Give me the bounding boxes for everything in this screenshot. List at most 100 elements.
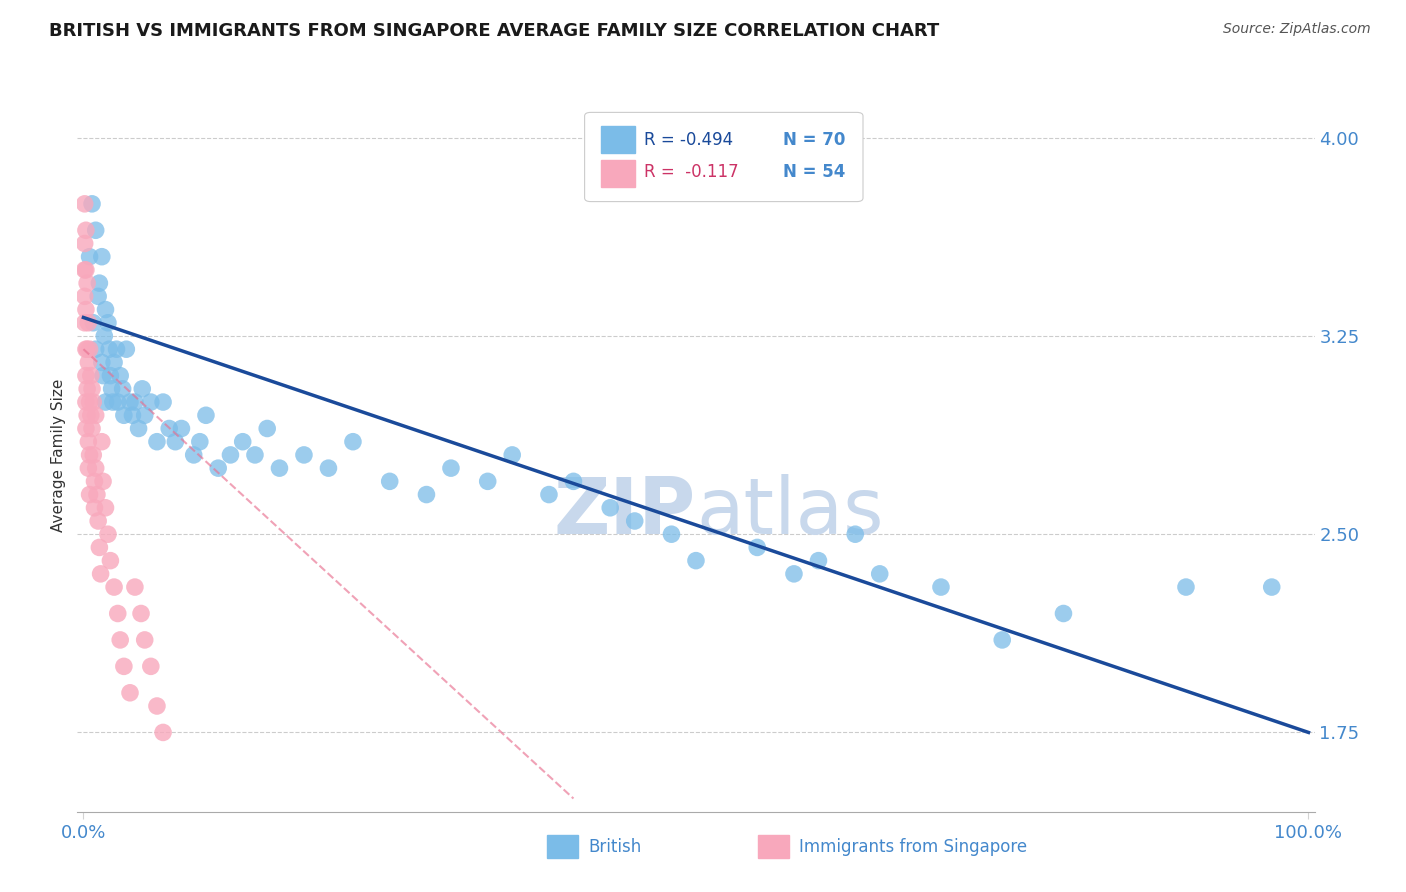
Point (89, 276, 111, 290)
Point (108, 632, 131, 647)
Point (84, 342, 107, 356)
Point (783, 566, 806, 581)
Point (118, 395, 141, 409)
Point (91, 368, 114, 383)
Point (90, 566, 112, 581)
Point (75, 395, 97, 409)
Point (76, 342, 98, 356)
Point (105, 342, 128, 356)
Point (79, 448, 101, 462)
Point (73, 263, 96, 277)
Point (929, 580, 952, 594)
Point (100, 368, 122, 383)
Point (661, 527, 683, 541)
Point (157, 421, 180, 435)
Point (98, 342, 121, 356)
Point (79, 395, 101, 409)
Point (103, 355, 125, 369)
Point (477, 475, 499, 489)
Text: R = -0.494: R = -0.494 (644, 130, 733, 148)
Point (73, 316, 96, 330)
Point (232, 434, 254, 449)
Point (73, 197, 96, 211)
Point (84, 223, 107, 237)
Point (134, 632, 156, 647)
Bar (600, 161, 636, 187)
Point (94, 395, 117, 409)
Point (243, 448, 266, 462)
Point (152, 395, 174, 409)
Point (77, 434, 100, 449)
Point (90, 434, 112, 449)
Point (76, 409, 98, 423)
Point (87, 289, 110, 303)
Point (115, 342, 138, 356)
Point (139, 659, 162, 673)
Point (685, 554, 707, 568)
Point (107, 607, 129, 621)
Point (807, 554, 830, 568)
Point (599, 500, 621, 515)
Point (75, 342, 97, 356)
Point (152, 725, 174, 739)
Bar (758, 835, 789, 858)
Text: British: British (588, 838, 641, 855)
Point (1175, 580, 1198, 594)
Point (75, 368, 97, 383)
Point (121, 409, 143, 423)
Point (77, 461, 100, 475)
Point (97, 316, 120, 330)
Point (747, 541, 769, 555)
Point (100, 382, 122, 396)
Bar (600, 126, 636, 153)
Point (91, 475, 114, 489)
Point (107, 395, 129, 409)
Point (76, 382, 98, 396)
FancyBboxPatch shape (585, 112, 863, 202)
Point (112, 659, 135, 673)
Point (101, 395, 124, 409)
Point (207, 461, 229, 475)
Point (87, 514, 110, 528)
Point (269, 461, 291, 475)
Point (124, 395, 146, 409)
Point (111, 382, 134, 396)
Point (75, 263, 97, 277)
Point (318, 461, 340, 475)
Point (83, 475, 105, 489)
Point (75, 302, 97, 317)
Text: BRITISH VS IMMIGRANTS FROM SINGAPORE AVERAGE FAMILY SIZE CORRELATION CHART: BRITISH VS IMMIGRANTS FROM SINGAPORE AVE… (49, 22, 939, 40)
Point (537, 487, 560, 501)
Point (89, 541, 111, 555)
Text: R =  -0.117: R = -0.117 (644, 162, 738, 180)
Point (501, 448, 523, 462)
Point (80, 382, 103, 396)
Point (80, 409, 103, 423)
Point (79, 487, 101, 501)
Point (80, 368, 103, 383)
Bar (547, 835, 578, 858)
Point (84, 461, 107, 475)
Point (139, 395, 162, 409)
Point (94, 500, 117, 515)
Point (219, 448, 242, 462)
Point (93, 329, 115, 343)
Point (118, 686, 141, 700)
Point (80, 197, 103, 211)
Point (103, 580, 125, 594)
Point (90, 250, 112, 264)
Point (108, 368, 131, 383)
Point (146, 434, 169, 449)
Point (440, 461, 463, 475)
Point (97, 527, 120, 541)
Point (124, 580, 146, 594)
Point (82, 448, 104, 462)
Point (869, 566, 891, 581)
Point (129, 607, 152, 621)
Text: Immigrants from Singapore: Immigrants from Singapore (799, 838, 1026, 855)
Point (79, 250, 101, 264)
Point (80, 421, 103, 435)
Point (991, 632, 1014, 647)
Point (131, 382, 153, 396)
Point (146, 698, 169, 713)
